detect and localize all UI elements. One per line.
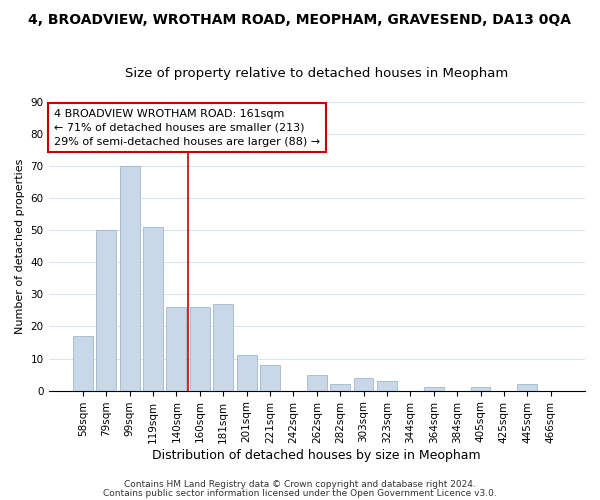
- Text: Contains public sector information licensed under the Open Government Licence v3: Contains public sector information licen…: [103, 489, 497, 498]
- Bar: [73, 336, 93, 390]
- Bar: [143, 227, 163, 390]
- Bar: [166, 307, 187, 390]
- Bar: [213, 304, 233, 390]
- Text: 4 BROADVIEW WROTHAM ROAD: 161sqm
← 71% of detached houses are smaller (213)
29% : 4 BROADVIEW WROTHAM ROAD: 161sqm ← 71% o…: [54, 108, 320, 146]
- Bar: [307, 374, 327, 390]
- Bar: [330, 384, 350, 390]
- Bar: [377, 381, 397, 390]
- Bar: [517, 384, 537, 390]
- Text: 4, BROADVIEW, WROTHAM ROAD, MEOPHAM, GRAVESEND, DA13 0QA: 4, BROADVIEW, WROTHAM ROAD, MEOPHAM, GRA…: [29, 12, 571, 26]
- Bar: [236, 356, 257, 390]
- Y-axis label: Number of detached properties: Number of detached properties: [15, 158, 25, 334]
- Bar: [97, 230, 116, 390]
- Bar: [353, 378, 373, 390]
- X-axis label: Distribution of detached houses by size in Meopham: Distribution of detached houses by size …: [152, 450, 481, 462]
- Text: Contains HM Land Registry data © Crown copyright and database right 2024.: Contains HM Land Registry data © Crown c…: [124, 480, 476, 489]
- Bar: [260, 365, 280, 390]
- Title: Size of property relative to detached houses in Meopham: Size of property relative to detached ho…: [125, 66, 508, 80]
- Bar: [120, 166, 140, 390]
- Bar: [424, 388, 443, 390]
- Bar: [190, 307, 210, 390]
- Bar: [470, 388, 490, 390]
